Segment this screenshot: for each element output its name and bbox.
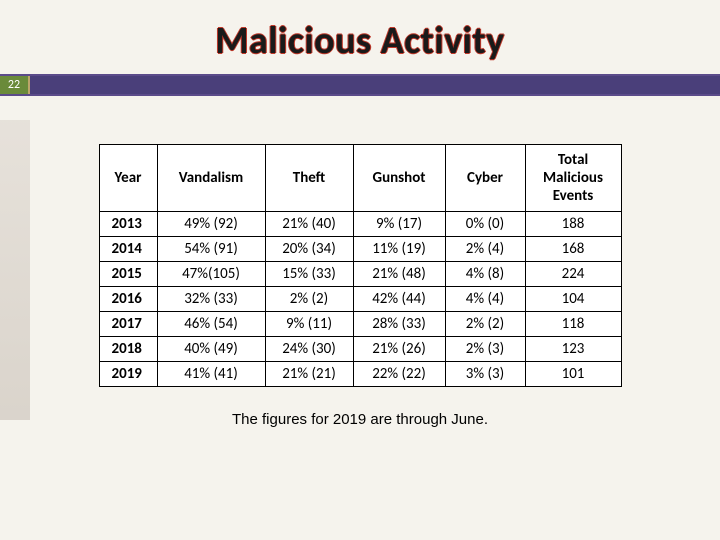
cell-total: 123 xyxy=(525,337,621,362)
table-header-row: Year Vandalism Theft Gunshot Cyber Total… xyxy=(99,145,621,212)
col-header-theft: Theft xyxy=(265,145,353,212)
cell-theft: 21% (40) xyxy=(265,212,353,237)
malicious-activity-table: Year Vandalism Theft Gunshot Cyber Total… xyxy=(99,144,622,387)
cell-theft: 20% (34) xyxy=(265,237,353,262)
col-header-gunshot: Gunshot xyxy=(353,145,445,212)
cell-gunshot: 11% (19) xyxy=(353,237,445,262)
col-header-vandalism: Vandalism xyxy=(157,145,265,212)
cell-cyber: 2% (4) xyxy=(445,237,525,262)
cell-gunshot: 9% (17) xyxy=(353,212,445,237)
table-row: 201840% (49)24% (30)21% (26)2% (3)123 xyxy=(99,337,621,362)
footnote-text: The figures for 2019 are through June. xyxy=(0,411,720,428)
cell-vandalism: 41% (41) xyxy=(157,362,265,387)
col-header-year: Year xyxy=(99,145,157,212)
cell-gunshot: 42% (44) xyxy=(353,287,445,312)
cell-total: 118 xyxy=(525,312,621,337)
cell-year: 2017 xyxy=(99,312,157,337)
cell-year: 2015 xyxy=(99,262,157,287)
cell-gunshot: 22% (22) xyxy=(353,362,445,387)
table-row: 201746% (54)9% (11)28% (33)2% (2)118 xyxy=(99,312,621,337)
cell-vandalism: 40% (49) xyxy=(157,337,265,362)
cell-year: 2013 xyxy=(99,212,157,237)
cell-theft: 9% (11) xyxy=(265,312,353,337)
cell-cyber: 3% (3) xyxy=(445,362,525,387)
cell-vandalism: 54% (91) xyxy=(157,237,265,262)
cell-year: 2019 xyxy=(99,362,157,387)
cell-theft: 15% (33) xyxy=(265,262,353,287)
cell-theft: 21% (21) xyxy=(265,362,353,387)
cell-total: 104 xyxy=(525,287,621,312)
table-row: 201941% (41)21% (21)22% (22)3% (3)101 xyxy=(99,362,621,387)
divider-fill xyxy=(28,76,720,94)
cell-vandalism: 32% (33) xyxy=(157,287,265,312)
cell-gunshot: 21% (48) xyxy=(353,262,445,287)
cell-gunshot: 28% (33) xyxy=(353,312,445,337)
table-container: Year Vandalism Theft Gunshot Cyber Total… xyxy=(0,144,720,387)
col-header-total: Total Malicious Events xyxy=(525,145,621,212)
cell-cyber: 0% (0) xyxy=(445,212,525,237)
table-row: 201632% (33)2% (2)42% (44)4% (4)104 xyxy=(99,287,621,312)
table-row: 201454% (91)20% (34)11% (19)2% (4)168 xyxy=(99,237,621,262)
cell-theft: 24% (30) xyxy=(265,337,353,362)
cell-cyber: 4% (4) xyxy=(445,287,525,312)
divider-bar: 22 xyxy=(0,74,720,96)
cell-vandalism: 46% (54) xyxy=(157,312,265,337)
cell-vandalism: 49% (92) xyxy=(157,212,265,237)
cell-cyber: 4% (8) xyxy=(445,262,525,287)
col-header-cyber: Cyber xyxy=(445,145,525,212)
cell-gunshot: 21% (26) xyxy=(353,337,445,362)
cell-vandalism: 47%(105) xyxy=(157,262,265,287)
table-row: 201547%(105)15% (33)21% (48)4% (8)224 xyxy=(99,262,621,287)
cell-year: 2016 xyxy=(99,287,157,312)
slide-title: Malicious Activity xyxy=(0,0,720,74)
cell-cyber: 2% (3) xyxy=(445,337,525,362)
cell-theft: 2% (2) xyxy=(265,287,353,312)
background-decoration xyxy=(0,120,30,420)
cell-cyber: 2% (2) xyxy=(445,312,525,337)
cell-total: 224 xyxy=(525,262,621,287)
page-number-badge: 22 xyxy=(0,76,28,94)
cell-year: 2018 xyxy=(99,337,157,362)
cell-year: 2014 xyxy=(99,237,157,262)
cell-total: 168 xyxy=(525,237,621,262)
table-row: 201349% (92)21% (40)9% (17)0% (0)188 xyxy=(99,212,621,237)
cell-total: 101 xyxy=(525,362,621,387)
cell-total: 188 xyxy=(525,212,621,237)
